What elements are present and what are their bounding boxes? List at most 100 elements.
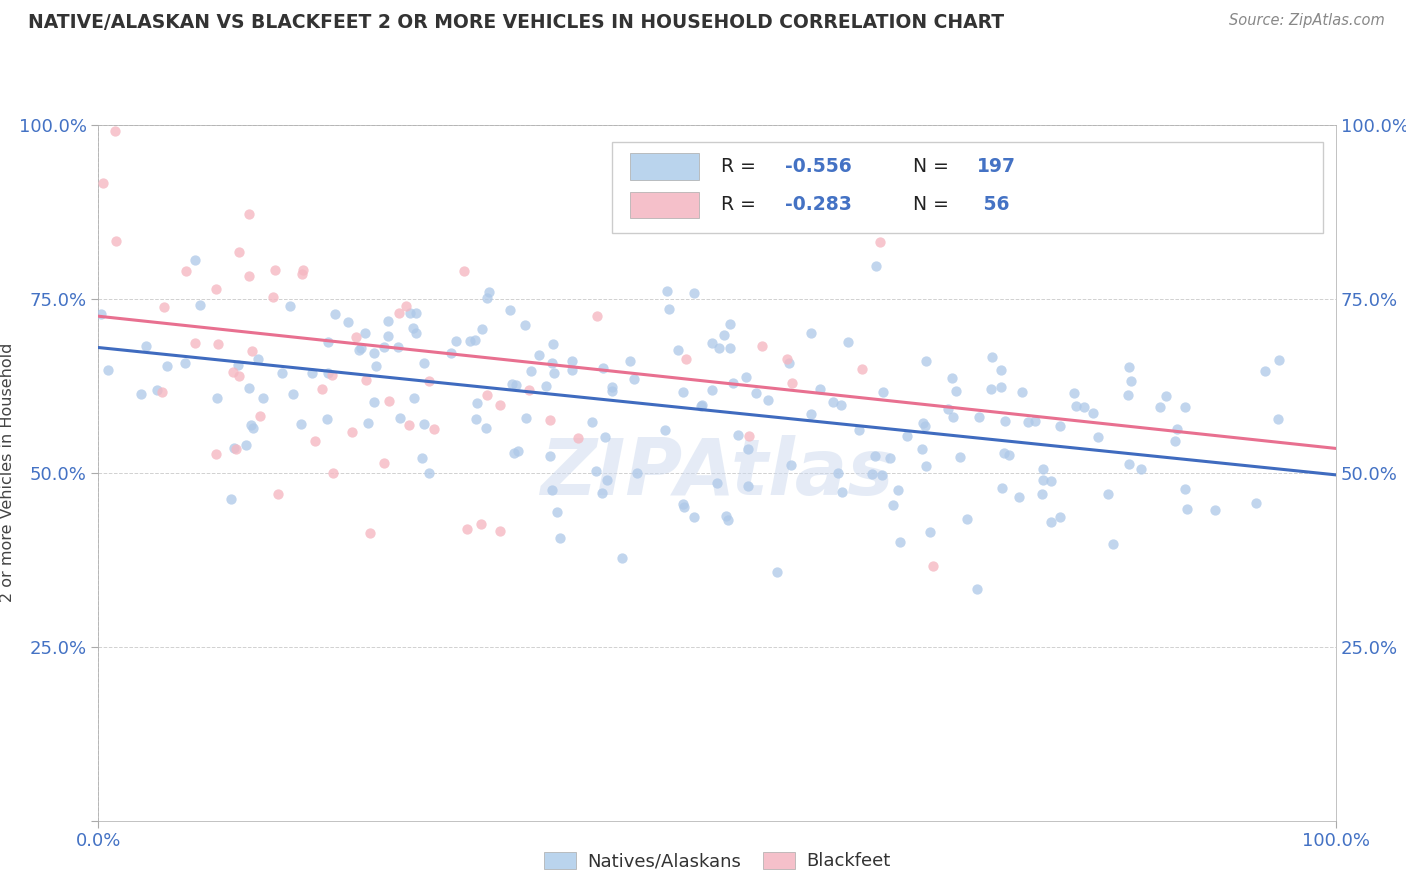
Y-axis label: 2 or more Vehicles in Household: 2 or more Vehicles in Household — [0, 343, 15, 602]
Point — [596, 473, 619, 487]
Point — [1039, 474, 1062, 488]
Point — [869, 235, 891, 249]
Point — [765, 565, 787, 579]
Point — [593, 430, 616, 444]
Point — [702, 384, 724, 398]
Point — [456, 522, 478, 536]
Point — [388, 306, 411, 320]
Point — [145, 383, 167, 397]
Point — [941, 371, 963, 385]
Point — [1032, 473, 1054, 487]
Text: 197: 197 — [977, 157, 1017, 176]
Point — [1253, 363, 1275, 377]
Point — [541, 356, 564, 370]
Point — [586, 309, 609, 323]
Point — [658, 301, 681, 316]
Point — [780, 376, 803, 390]
Point — [238, 268, 260, 283]
Point — [1244, 496, 1267, 510]
Point — [998, 448, 1021, 462]
Point — [837, 334, 859, 349]
Point — [354, 326, 377, 340]
Point — [1011, 385, 1033, 400]
Point — [183, 336, 205, 351]
Point — [780, 458, 803, 472]
Point — [751, 339, 773, 353]
Point — [870, 468, 893, 483]
Point — [654, 423, 676, 437]
Point — [226, 359, 249, 373]
Point — [520, 364, 543, 378]
Point — [546, 505, 568, 519]
Point — [1118, 457, 1140, 471]
Point — [246, 352, 269, 367]
Point — [945, 384, 967, 399]
Point — [105, 235, 128, 249]
Point — [262, 290, 284, 304]
Point — [990, 363, 1012, 377]
Point — [363, 346, 385, 360]
Point — [291, 267, 314, 281]
Point — [990, 380, 1012, 394]
Point — [821, 395, 844, 409]
Point — [1081, 406, 1104, 420]
Point — [311, 382, 333, 396]
Point — [399, 305, 422, 319]
Point — [517, 383, 540, 397]
Point — [561, 363, 583, 377]
Point — [281, 387, 304, 401]
Point — [225, 442, 247, 456]
Point — [498, 302, 520, 317]
Point — [418, 466, 440, 480]
Point — [264, 263, 287, 277]
Point — [800, 326, 823, 340]
Text: ZIPAtlas: ZIPAtlas — [540, 434, 894, 511]
Point — [271, 366, 294, 380]
Point — [184, 252, 207, 267]
Point — [240, 417, 263, 432]
Point — [173, 356, 195, 370]
Text: -0.556: -0.556 — [785, 157, 852, 176]
Point — [548, 531, 571, 545]
Point — [848, 423, 870, 437]
Point — [474, 421, 496, 435]
Point — [501, 376, 523, 391]
Point — [706, 475, 728, 490]
Point — [135, 339, 157, 353]
Point — [1049, 509, 1071, 524]
Point — [366, 359, 388, 374]
Point — [969, 409, 991, 424]
Point — [377, 314, 399, 328]
Point — [1064, 399, 1087, 413]
Point — [418, 374, 440, 388]
Point — [222, 442, 245, 456]
Point — [738, 429, 761, 443]
Point — [800, 407, 823, 421]
Point — [1049, 419, 1071, 434]
Point — [1166, 422, 1188, 436]
Point — [205, 391, 228, 405]
Point — [373, 340, 395, 354]
Point — [460, 334, 482, 348]
Point — [721, 376, 744, 390]
Point — [323, 308, 346, 322]
Point — [956, 512, 979, 526]
Point — [1008, 490, 1031, 504]
Point — [240, 344, 263, 359]
Point — [1116, 388, 1139, 402]
Point — [470, 517, 492, 532]
Point — [911, 442, 934, 456]
Text: Source: ZipAtlas.com: Source: ZipAtlas.com — [1229, 13, 1385, 29]
Point — [104, 124, 127, 138]
Point — [991, 481, 1014, 495]
Point — [713, 328, 735, 343]
Point — [682, 286, 704, 301]
Point — [413, 417, 436, 431]
Point — [156, 359, 179, 374]
Point — [321, 368, 343, 382]
Point — [1087, 429, 1109, 443]
Point — [581, 415, 603, 429]
Point — [90, 307, 112, 321]
Point — [205, 282, 228, 296]
Point — [291, 263, 314, 277]
